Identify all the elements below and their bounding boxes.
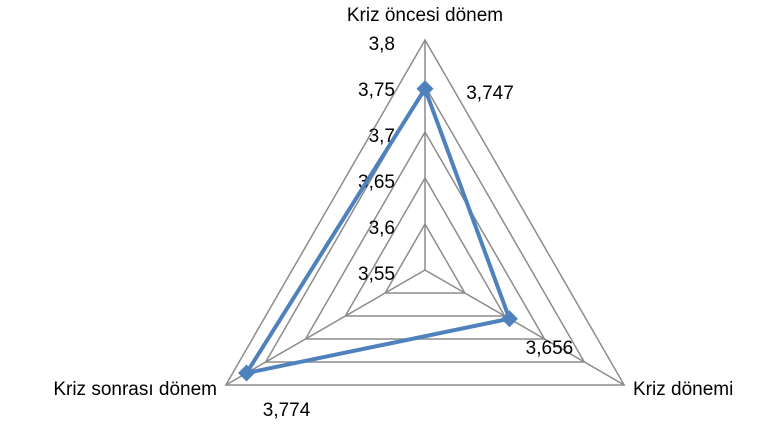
data-label: 3,774 <box>263 400 311 421</box>
category-label: Kriz sonrası dönem <box>53 379 217 400</box>
data-label: 3,747 <box>466 83 514 104</box>
y-tick-label: 3,6 <box>369 218 395 239</box>
grid-ring <box>304 130 546 340</box>
data-point <box>500 310 518 328</box>
series-line <box>244 86 512 376</box>
data-point <box>416 80 434 98</box>
y-tick-label: 3,8 <box>369 34 395 55</box>
y-tick-label: 3,7 <box>369 126 395 147</box>
grid-ring <box>224 38 626 386</box>
category-label: Kriz öncesi dönem <box>347 5 503 26</box>
data-point <box>238 364 256 382</box>
axis-spoke <box>424 269 625 386</box>
axis-spoke <box>225 269 426 386</box>
data-label: 3,656 <box>526 338 574 359</box>
y-tick-label: 3,75 <box>358 80 395 101</box>
y-tick-label: 3,55 <box>358 264 395 285</box>
grid-ring <box>344 176 506 317</box>
category-label: Kriz dönemi <box>633 379 733 400</box>
grid-ring <box>264 84 586 363</box>
grid-ring <box>383 222 467 294</box>
